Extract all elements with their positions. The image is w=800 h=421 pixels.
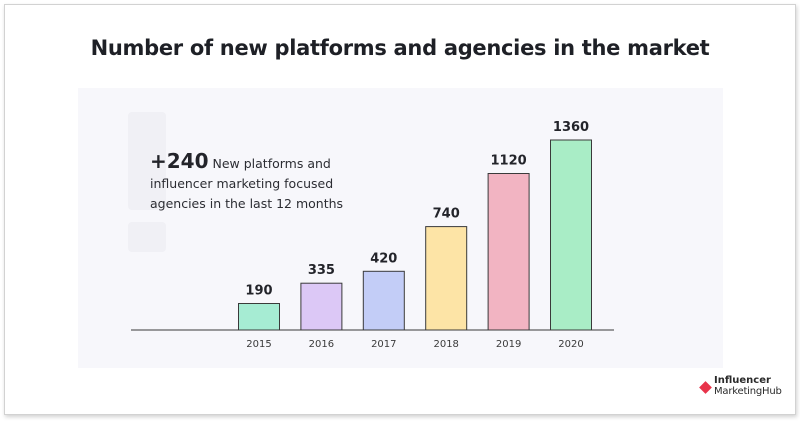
annotation-text: +240 New platforms and influencer market… — [150, 151, 390, 214]
chart-title: Number of new platforms and agencies in … — [90, 36, 710, 60]
data-label-2019: 1120 — [491, 154, 527, 169]
influencer-marketing-hub-logo: Influencer MarketingHub — [699, 375, 791, 403]
annotation-highlight: +240 — [150, 149, 209, 173]
exclamation-icon-dot — [128, 222, 166, 252]
x-tick-2015: 2015 — [246, 339, 271, 350]
annotation-body: New platforms and influencer marketing f… — [150, 156, 344, 211]
data-label-2018: 740 — [433, 207, 460, 222]
x-tick-2016: 2016 — [309, 339, 334, 350]
x-tick-2017: 2017 — [371, 339, 396, 350]
x-tick-2020: 2020 — [558, 339, 583, 350]
data-label-2016: 335 — [308, 263, 335, 278]
x-tick-2019: 2019 — [496, 339, 521, 350]
logo-text-line1: Influencer — [714, 375, 771, 386]
x-tick-2018: 2018 — [433, 339, 458, 350]
bar-2018 — [425, 226, 468, 331]
bar-2016 — [300, 282, 343, 331]
bar-2020 — [550, 139, 592, 331]
bar-2015 — [238, 303, 280, 331]
exclamation-icon-bar — [128, 112, 166, 210]
data-label-2020: 1360 — [553, 120, 589, 135]
logo-text-line2: MarketingHub — [714, 386, 782, 397]
data-label-2017: 420 — [370, 251, 397, 266]
bar-2019 — [487, 173, 530, 331]
data-label-2015: 190 — [245, 284, 272, 299]
bar-2017 — [362, 270, 405, 331]
logo-icon — [699, 381, 712, 394]
